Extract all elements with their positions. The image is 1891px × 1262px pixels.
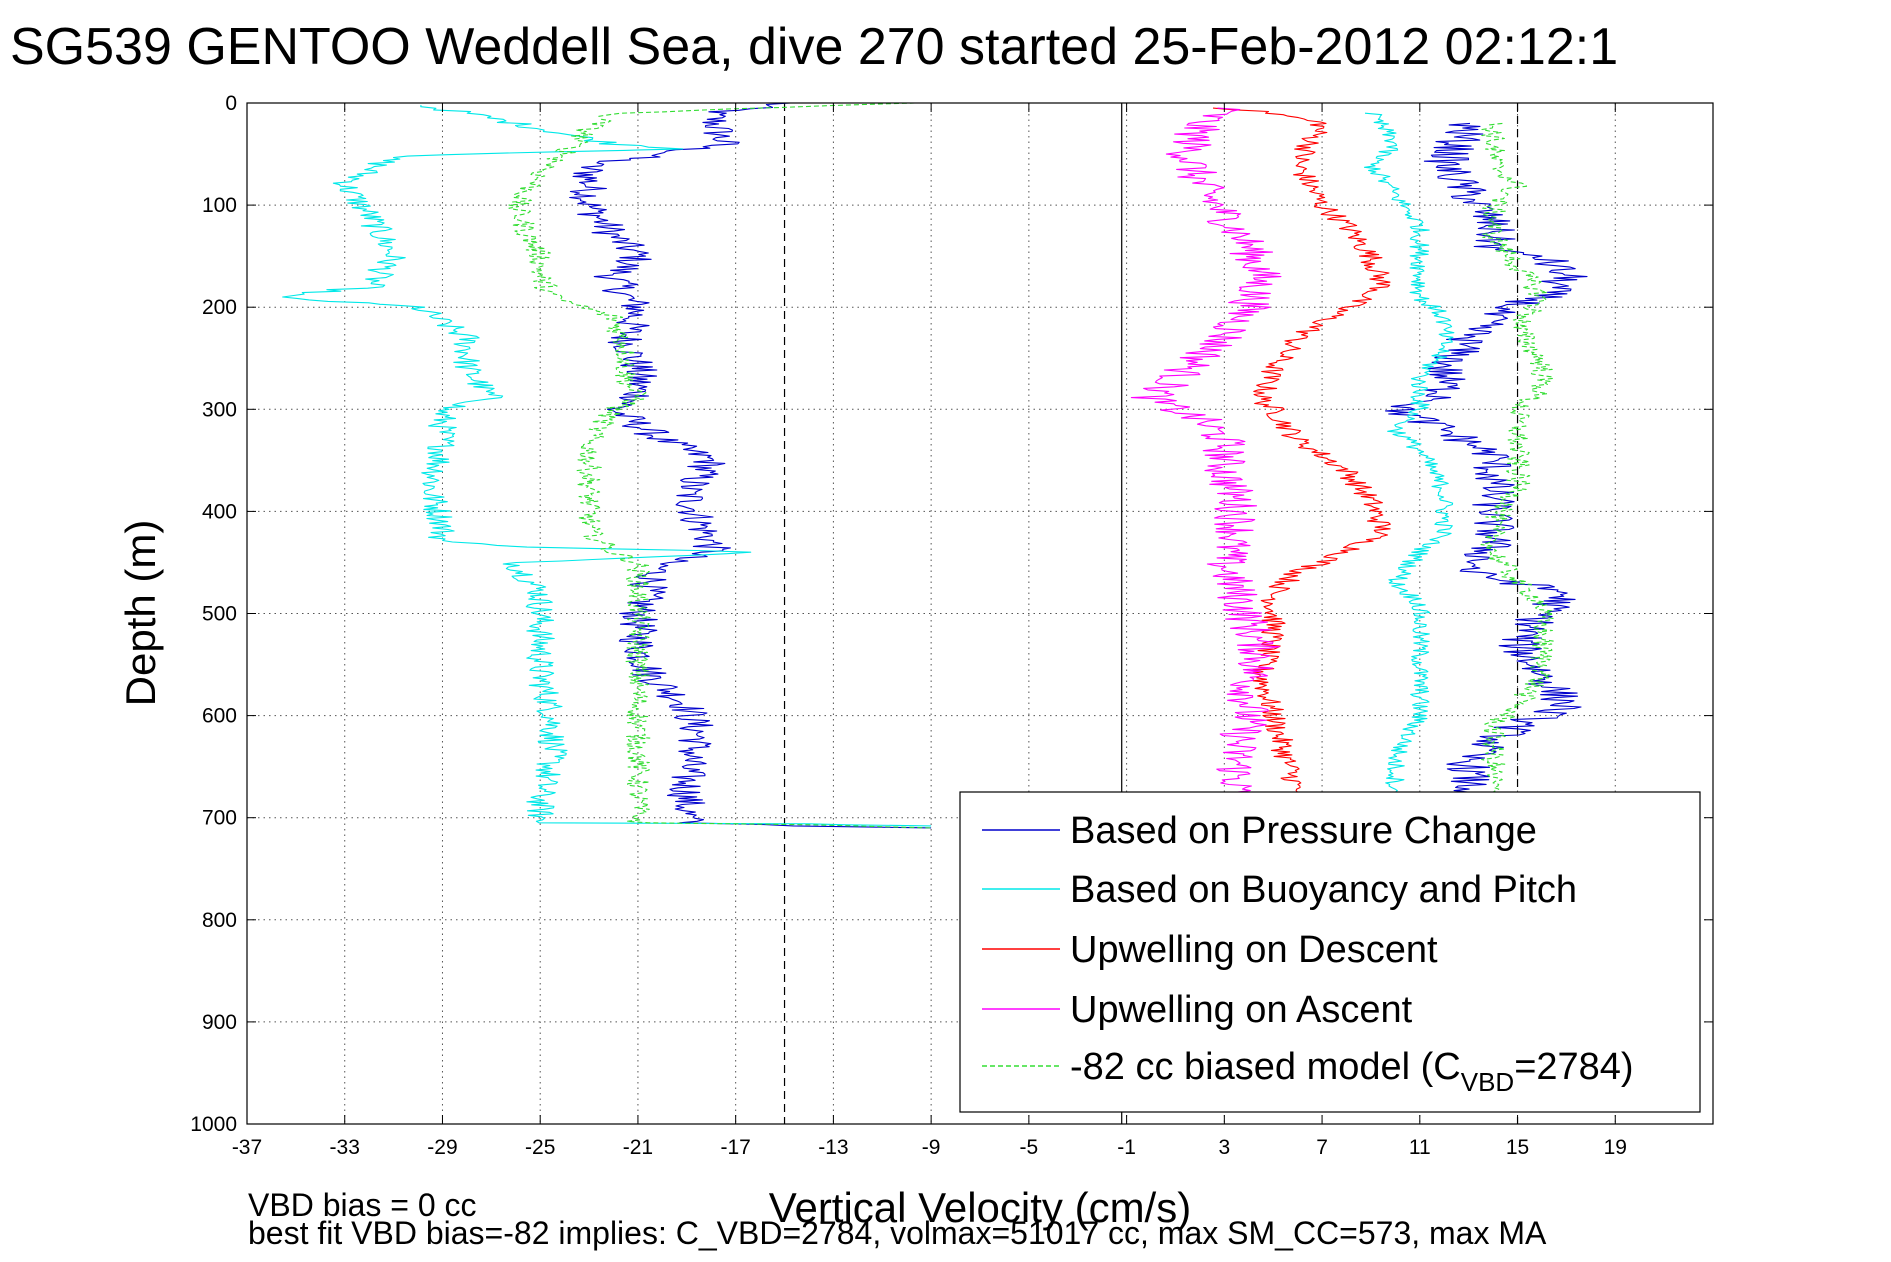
y-axis-label: Depth (m) <box>117 520 164 707</box>
x-tick-label: 19 <box>1604 1136 1627 1159</box>
y-tick-label: 600 <box>202 705 237 728</box>
x-tick-label: -25 <box>525 1136 555 1159</box>
x-tick-label: -33 <box>330 1136 360 1159</box>
x-ticks: -37 -33 -29 -25 -21 -17 -13 -9 -5 -1 3 7 11 15 19 <box>232 103 1627 1159</box>
y-tick-label: 800 <box>202 909 237 932</box>
footer-line-2: best fit VBD bias=-82 implies: C_VBD=278… <box>248 1215 1547 1251</box>
legend-label: Based on Buoyancy and Pitch <box>1070 869 1577 911</box>
legend-label: Upwelling on Descent <box>1070 929 1438 971</box>
x-tick-label: -9 <box>922 1136 941 1159</box>
y-tick-label: 1000 <box>190 1113 237 1136</box>
legend-label: Based on Pressure Change <box>1070 810 1537 852</box>
x-tick-label: -29 <box>427 1136 457 1159</box>
x-tick-label: -37 <box>232 1136 262 1159</box>
legend-box <box>959 791 1701 1113</box>
x-tick-label: -21 <box>623 1136 653 1159</box>
y-tick-label: 0 <box>225 92 237 115</box>
x-tick-label: 15 <box>1506 1136 1529 1159</box>
plot-lines <box>282 102 1588 829</box>
series-line-8 <box>1480 122 1555 793</box>
series-line-5 <box>508 102 932 829</box>
legend: Based on Pressure Change Based on Buoyanc… <box>959 791 1701 1113</box>
series-line-4 <box>1130 107 1282 793</box>
series-line-7 <box>1363 112 1455 793</box>
x-tick-label: -17 <box>720 1136 750 1159</box>
x-tick-label: -1 <box>1117 1136 1136 1159</box>
x-tick-label: -5 <box>1020 1136 1039 1159</box>
series-line-3 <box>1212 107 1391 793</box>
chart-title: SG539 GENTOO Weddell Sea, dive 270 start… <box>10 18 1618 76</box>
y-tick-label: 900 <box>202 1011 237 1034</box>
x-tick-label: 11 <box>1409 1136 1431 1159</box>
series-line-6 <box>1384 122 1588 793</box>
y-tick-label: 300 <box>202 398 237 421</box>
x-tick-label: 7 <box>1316 1136 1328 1159</box>
y-tick-label: 100 <box>202 194 237 217</box>
footer-line-1: VBD bias = 0 cc <box>248 1187 477 1223</box>
x-tick-label: -13 <box>818 1136 848 1159</box>
x-tick-label: 3 <box>1218 1136 1230 1159</box>
series-line-2 <box>282 104 932 827</box>
y-tick-label: 500 <box>202 603 237 626</box>
y-tick-label: 200 <box>202 296 237 319</box>
legend-label: -82 cc biased model (CVBD=2784) <box>1070 1046 1634 1097</box>
y-ticks: 0 100 200 300 400 500 600 700 800 900 1000 <box>190 92 1713 1136</box>
y-tick-label: 400 <box>202 500 237 523</box>
y-tick-label: 700 <box>202 807 237 830</box>
x-axis-label: Vertical Velocity (cm/s) <box>769 1184 1191 1231</box>
series-line-1 <box>569 102 932 829</box>
legend-label: Upwelling on Ascent <box>1070 989 1413 1031</box>
